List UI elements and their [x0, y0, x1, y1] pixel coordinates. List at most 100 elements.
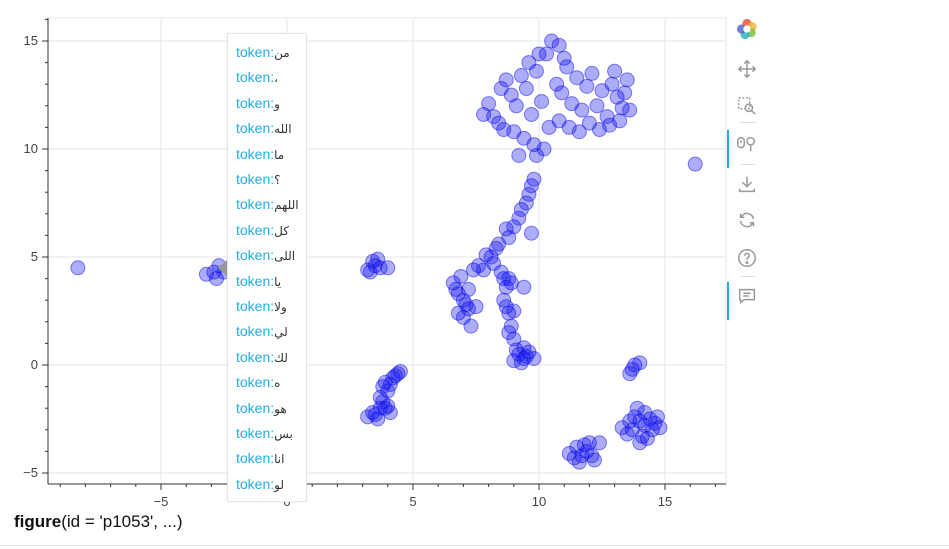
tooltip-value: لك	[274, 350, 288, 365]
scatter-point	[617, 85, 633, 101]
scatter-point	[528, 147, 544, 163]
scatter-point	[448, 281, 464, 297]
tooltip-value: لي	[274, 325, 288, 340]
tooltip-value: و	[274, 96, 280, 111]
scatter-point	[622, 102, 638, 118]
scatter-point	[556, 50, 572, 66]
toolbar	[726, 14, 766, 324]
tooltip-row: token:ولا	[236, 296, 287, 316]
scatter-point	[370, 251, 386, 267]
scatter-point	[652, 420, 668, 436]
tooltip-key: token:	[236, 425, 275, 441]
wheel-zoom-tool-icon[interactable]	[727, 129, 762, 168]
tooltip-key: token:	[236, 221, 275, 238]
data-points	[70, 33, 703, 470]
scatter-point	[619, 72, 635, 88]
tooltip-row: token:يا	[236, 271, 281, 291]
x-tick-label: 10	[532, 494, 546, 509]
scatter-point	[574, 102, 590, 118]
scatter-point	[559, 59, 575, 75]
tooltip-value: هو	[274, 401, 287, 416]
caption-args: (id = 'p1053', ...)	[61, 512, 183, 531]
scatter-point	[604, 76, 620, 92]
scatter-point	[460, 281, 476, 297]
tooltip-value: ما	[274, 147, 285, 162]
bokeh-logo-icon	[732, 14, 762, 44]
tooltip-pointer	[218, 260, 227, 276]
cell-divider	[0, 545, 949, 546]
scatter-point	[516, 279, 532, 295]
scatter-point	[521, 186, 537, 202]
tooltip-row: token:بس	[236, 423, 293, 443]
scatter-point	[506, 219, 522, 235]
scatter-point	[632, 435, 648, 451]
scatter-point	[574, 448, 590, 464]
tooltip-value: يا	[274, 274, 282, 289]
tooltip-row: token:من	[236, 42, 290, 62]
tooltip-value: من	[274, 46, 290, 60]
tooltip-value: ،	[274, 71, 279, 86]
scatter-point	[531, 46, 547, 62]
pan-tool-icon[interactable]	[732, 54, 762, 84]
scatter-point	[523, 225, 539, 241]
tooltip-value: ه	[274, 376, 281, 391]
scatter-point	[534, 93, 550, 109]
scatter-point	[554, 85, 570, 101]
scatter-point	[544, 33, 560, 49]
scatter-point	[584, 65, 600, 81]
tooltip-row: token:ه	[236, 372, 280, 392]
tooltip-key: token:	[236, 120, 275, 137]
tooltip-row: token:و	[236, 93, 280, 113]
scatter-point	[687, 156, 703, 172]
scatter-point	[571, 124, 587, 140]
figure-caption: figure(id = 'p1053', ...)	[14, 512, 183, 532]
scatter-point	[498, 72, 514, 88]
tooltip-row: token:لي	[236, 321, 288, 341]
scatter-point	[372, 260, 388, 276]
tooltip-value: كل	[274, 223, 289, 238]
tooltip-value: لو	[274, 477, 284, 492]
tooltip-row: token:لو	[236, 474, 284, 494]
scatter-point	[526, 171, 542, 187]
tooltip-row: token:الله	[236, 118, 292, 138]
scatter-point	[551, 37, 567, 53]
scatter-point	[511, 210, 527, 226]
tooltip-row: token:هو	[236, 398, 287, 418]
x-tick-label: 15	[658, 494, 672, 509]
tooltip-value: بس	[274, 427, 293, 441]
hover-tool-icon[interactable]	[727, 281, 762, 320]
tooltip-row: token:كل	[236, 220, 289, 240]
scatter-point	[569, 70, 585, 86]
scatter-point	[360, 262, 376, 278]
scatter-point	[591, 435, 607, 451]
scatter-point	[579, 78, 595, 94]
scatter-point	[463, 318, 479, 334]
tooltip-key: token:	[236, 94, 275, 111]
scatter-point	[70, 260, 86, 276]
tooltip-value: اللهم	[274, 198, 299, 213]
tooltip-key: token:	[236, 247, 275, 264]
help-tool-icon[interactable]	[732, 243, 762, 273]
reset-tool-icon[interactable]	[732, 205, 762, 235]
scatter-point	[496, 271, 512, 287]
hover-tooltip: token:من token:، token:و token:الله token:ما…	[227, 33, 307, 502]
scatter-point	[637, 405, 653, 421]
scatter-point	[511, 147, 527, 163]
y-tick-label: 10	[24, 141, 38, 156]
y-tick-label: 5	[31, 249, 38, 264]
scatter-point	[622, 366, 638, 382]
tooltip-key: token:	[236, 145, 275, 162]
scatter-point	[586, 452, 602, 468]
scatter-point	[549, 76, 565, 92]
tooltip-value: الله	[274, 122, 292, 137]
scatter-point	[476, 106, 492, 122]
scatter-point	[516, 340, 532, 356]
scatter-point	[503, 275, 519, 291]
tooltip-key: token:	[236, 374, 275, 391]
box-zoom-tool-icon[interactable]	[732, 91, 762, 121]
scatter-point	[380, 260, 396, 276]
x-tick-label: −5	[154, 494, 169, 509]
save-tool-icon[interactable]	[732, 169, 762, 199]
tooltip-key: token:	[236, 323, 275, 340]
